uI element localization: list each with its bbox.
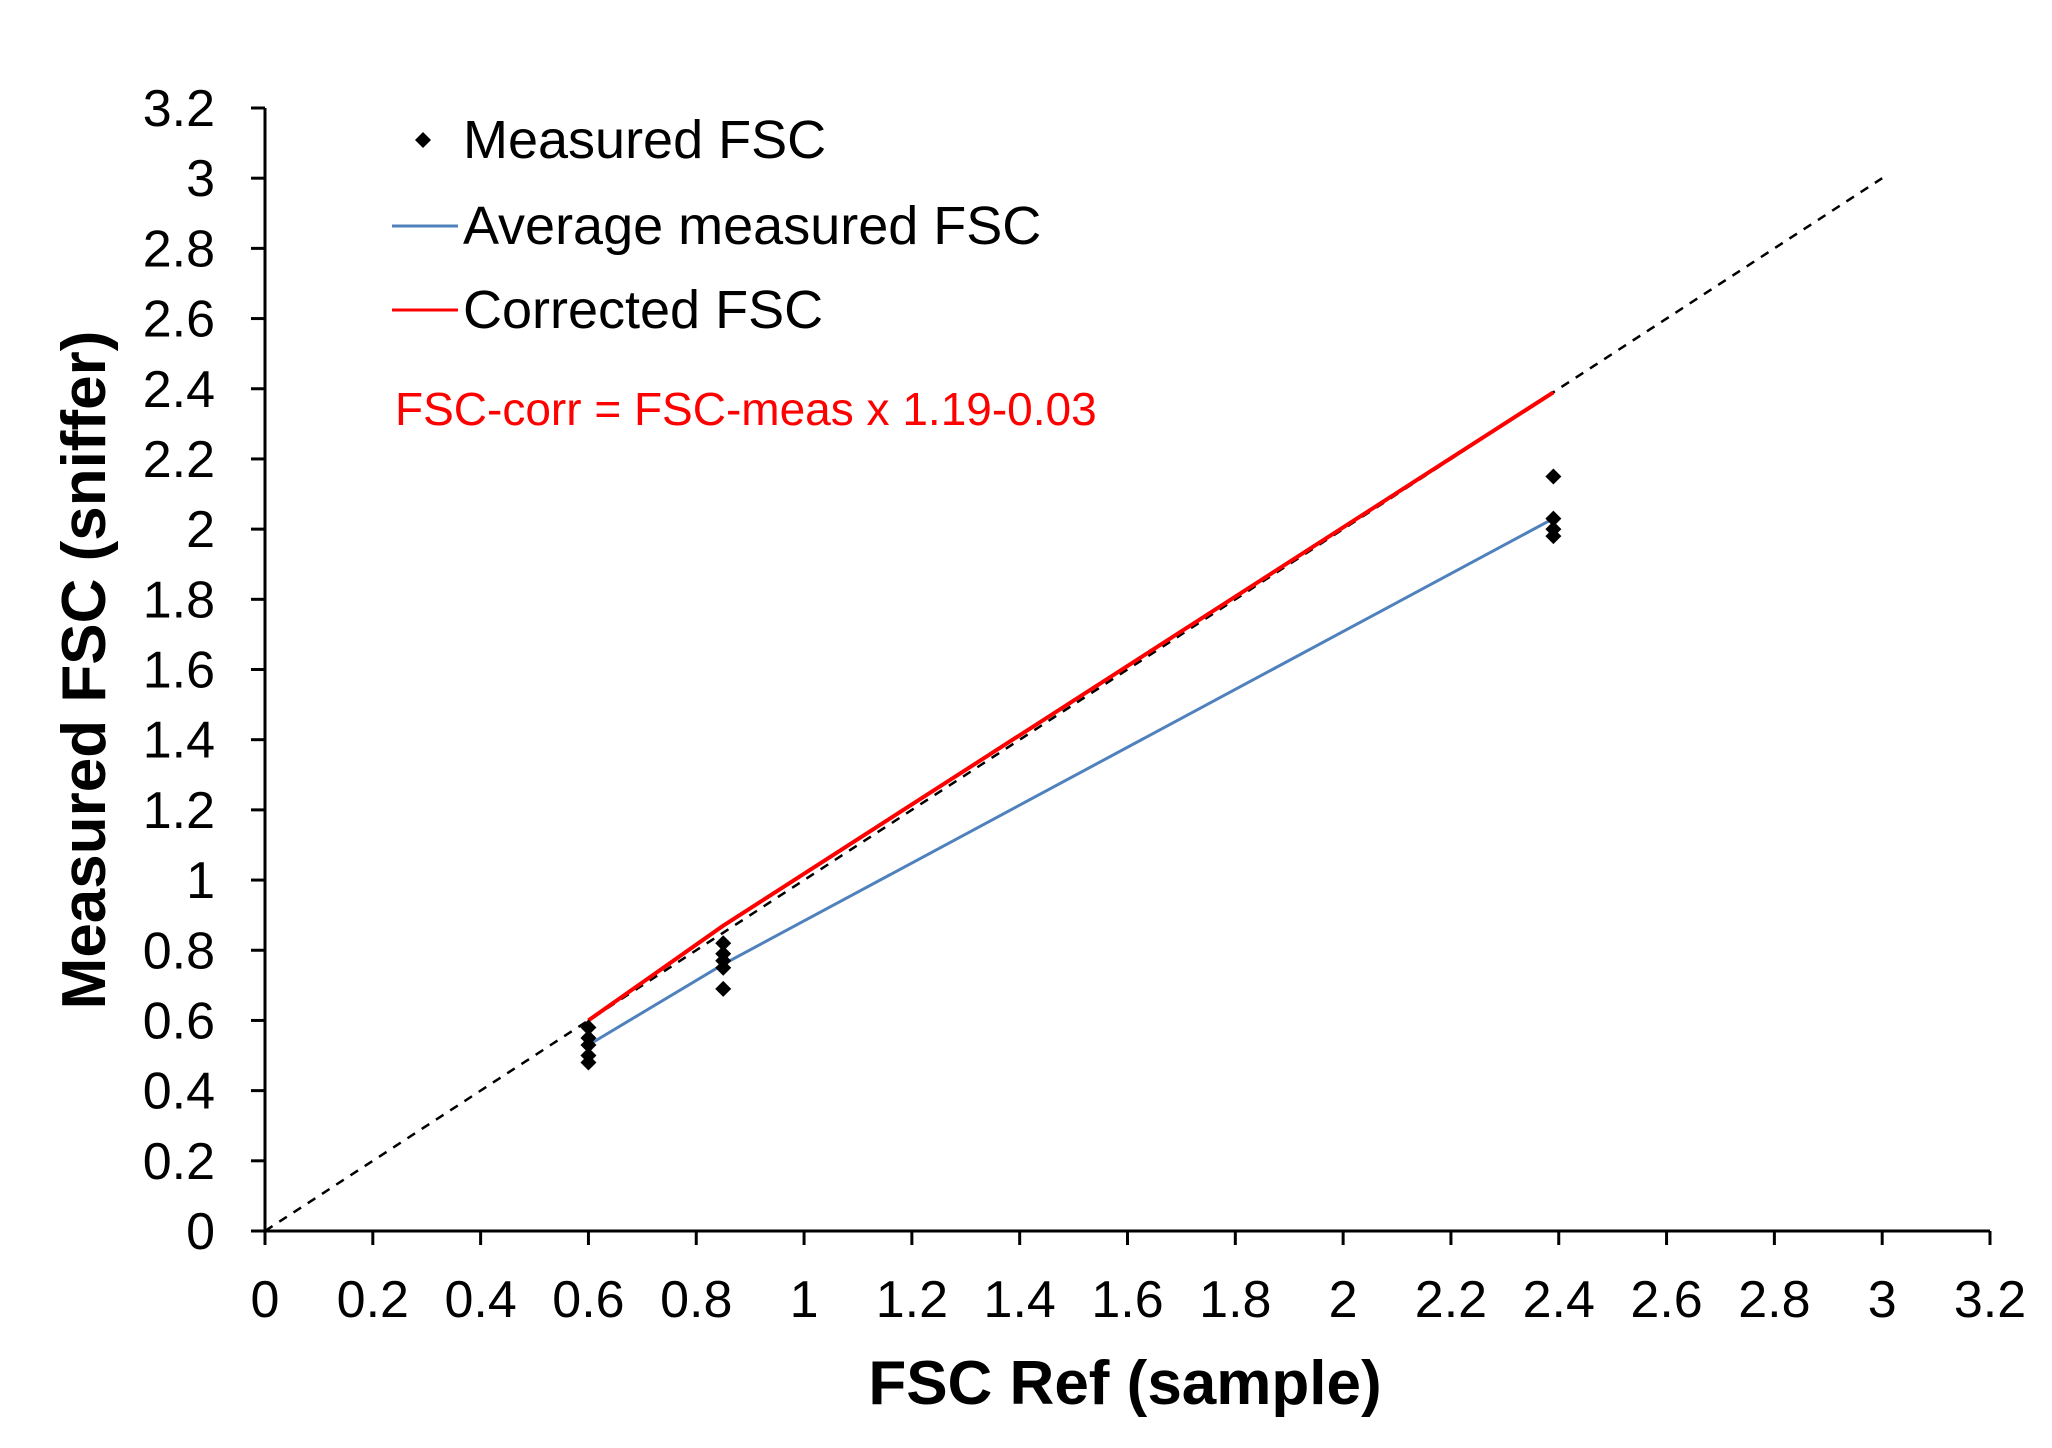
y-tick-label: 1.6 bbox=[143, 642, 215, 700]
legend: Measured FSC Average measured FSC Correc… bbox=[392, 110, 1097, 435]
series-line-average-measured-fsc bbox=[587, 517, 1555, 1047]
x-tick-label: 2.4 bbox=[1523, 1271, 1595, 1329]
x-tick-label: 0.6 bbox=[552, 1271, 624, 1329]
y-tick-label: 2.4 bbox=[143, 361, 215, 419]
y-tick-label: 1.8 bbox=[143, 571, 215, 629]
x-tick-label: 0.4 bbox=[444, 1271, 516, 1329]
y-tick-label: 3.2 bbox=[143, 80, 215, 138]
y-tick-label: 0.8 bbox=[143, 922, 215, 980]
x-tick-label: 1.8 bbox=[1199, 1271, 1271, 1329]
y-tick-label: 2.6 bbox=[143, 291, 215, 349]
legend-label-average-measured-fsc: Average measured FSC bbox=[463, 196, 1041, 256]
x-axis-title: FSC Ref (sample) bbox=[868, 1349, 1381, 1418]
x-tick-label: 2.8 bbox=[1738, 1271, 1810, 1329]
data-point bbox=[1545, 468, 1562, 485]
y-tick-label: 2.8 bbox=[143, 220, 215, 278]
x-tick-labels: 0 0.2 0.4 0.6 0.8 1 1.2 1.4 1.6 1.8 2 2.2 2.4 2.6 2.8 3… bbox=[251, 1271, 2027, 1329]
x-tick-label: 3 bbox=[1868, 1271, 1897, 1329]
x-tick-label: 2 bbox=[1329, 1271, 1358, 1329]
x-tick-label: 0.8 bbox=[660, 1271, 732, 1329]
x-tick-label: 1.4 bbox=[984, 1271, 1056, 1329]
x-tick-label: 3.2 bbox=[1954, 1271, 2026, 1329]
series-line-corrected-fsc bbox=[587, 390, 1555, 1023]
y-tick-label: 1.4 bbox=[143, 712, 215, 770]
y-tick-label: 2.2 bbox=[143, 431, 215, 489]
x-tick-label: 1.6 bbox=[1091, 1271, 1163, 1329]
axes bbox=[251, 106, 1992, 1245]
x-tick-label: 1 bbox=[790, 1271, 819, 1329]
legend-label-measured-fsc: Measured FSC bbox=[463, 110, 826, 170]
data-point bbox=[715, 980, 732, 997]
x-tick-label: 0.2 bbox=[337, 1271, 409, 1329]
y-tick-label: 1.2 bbox=[143, 782, 215, 840]
y-tick-label: 0.4 bbox=[143, 1063, 215, 1121]
y-tick-label: 0.6 bbox=[143, 992, 215, 1050]
data-point bbox=[1545, 528, 1562, 545]
data-point bbox=[580, 1054, 597, 1071]
data-point bbox=[580, 1037, 597, 1054]
equation-annotation: FSC-corr = FSC-meas x 1.19-0.03 bbox=[395, 383, 1097, 435]
data-point bbox=[715, 935, 732, 952]
plot-area bbox=[264, 177, 1883, 1233]
x-tick-label: 1.2 bbox=[876, 1271, 948, 1329]
x-tick-label: 0 bbox=[251, 1271, 280, 1329]
data-point bbox=[1545, 510, 1562, 527]
y-tick-label: 1 bbox=[186, 852, 215, 910]
x-tick-label: 2.6 bbox=[1630, 1271, 1702, 1329]
x-tick-label: 2.2 bbox=[1415, 1271, 1487, 1329]
y-tick-label: 0.2 bbox=[143, 1133, 215, 1191]
y-tick-label: 2 bbox=[186, 501, 215, 559]
legend-marker-measured-fsc bbox=[415, 132, 431, 148]
y-tick-label: 3 bbox=[186, 150, 215, 208]
y-tick-label: 0 bbox=[186, 1203, 215, 1261]
data-point bbox=[580, 1019, 597, 1036]
legend-label-corrected-fsc: Corrected FSC bbox=[463, 280, 823, 340]
data-point bbox=[715, 959, 732, 976]
y-axis-title: Measured FSC (sniffer) bbox=[50, 331, 119, 1010]
y-tick-labels: 0 0.2 0.4 0.6 0.8 1 1.2 1.4 1.6 1.8 2 2.2 2.4 2.6 2.8 3… bbox=[143, 80, 215, 1261]
